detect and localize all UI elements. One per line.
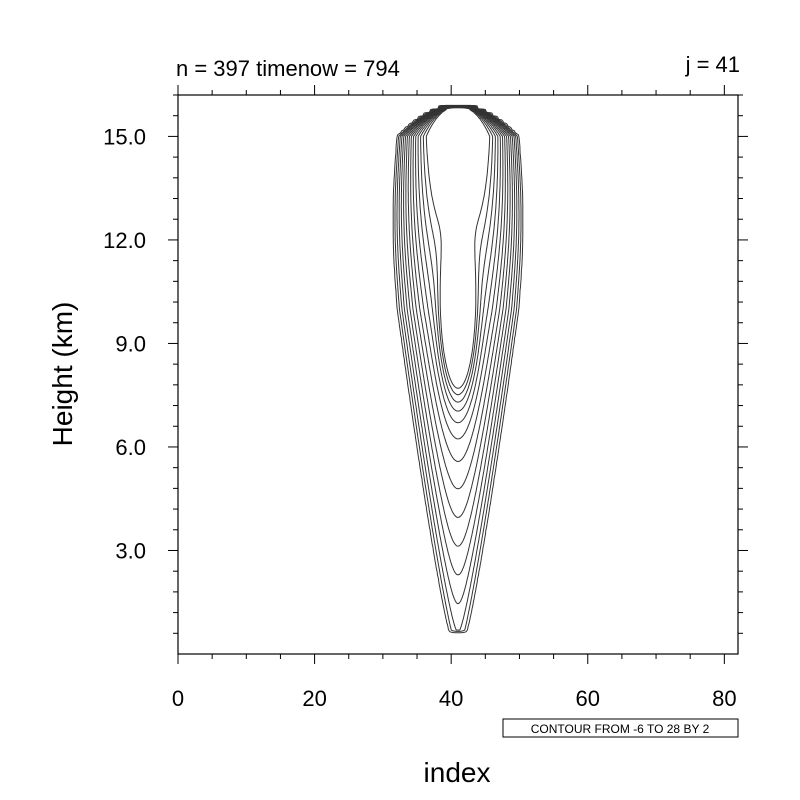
- y-tick-label: 3.0: [115, 538, 146, 563]
- contour-line: [415, 106, 501, 424]
- chart-title-right: j = 41: [685, 52, 740, 77]
- x-tick-label: 20: [302, 686, 326, 711]
- contour-line: [425, 107, 491, 389]
- x-tick-label: 40: [439, 686, 463, 711]
- y-tick-label: 15.0: [103, 124, 146, 149]
- y-tick-label: 12.0: [103, 228, 146, 253]
- x-tick-label: 0: [172, 686, 184, 711]
- axis-ticks: 0 20 40 60 80 3.0 6.0 9.0 12.0 15.0: [103, 85, 748, 711]
- x-tick-label: 60: [576, 686, 600, 711]
- contour-lines: [392, 104, 524, 634]
- y-axis-label: Height (km): [47, 302, 78, 447]
- contour-line: [407, 106, 509, 490]
- contour-line: [412, 106, 504, 440]
- chart-title-left: n = 397 timenow = 794: [176, 56, 400, 81]
- contour-line: [403, 105, 513, 547]
- x-axis-label: index: [424, 757, 491, 788]
- contour-line: [396, 105, 520, 631]
- contour-line: [394, 105, 522, 632]
- contour-line: [398, 105, 518, 605]
- contour-info-box: [502, 718, 739, 738]
- contour-line: [410, 106, 506, 462]
- plot-frame: [177, 94, 739, 655]
- contour-line: [405, 105, 511, 518]
- contour-line: [417, 106, 499, 412]
- contour-line: [422, 107, 494, 396]
- contour-line: [420, 106, 496, 403]
- x-tick-label: 80: [712, 686, 736, 711]
- contour-line: [392, 104, 524, 634]
- contour-info-label: CONTOUR FROM -6 TO 28 BY 2: [531, 722, 710, 736]
- y-tick-label: 6.0: [115, 435, 146, 460]
- y-tick-label: 9.0: [115, 331, 146, 356]
